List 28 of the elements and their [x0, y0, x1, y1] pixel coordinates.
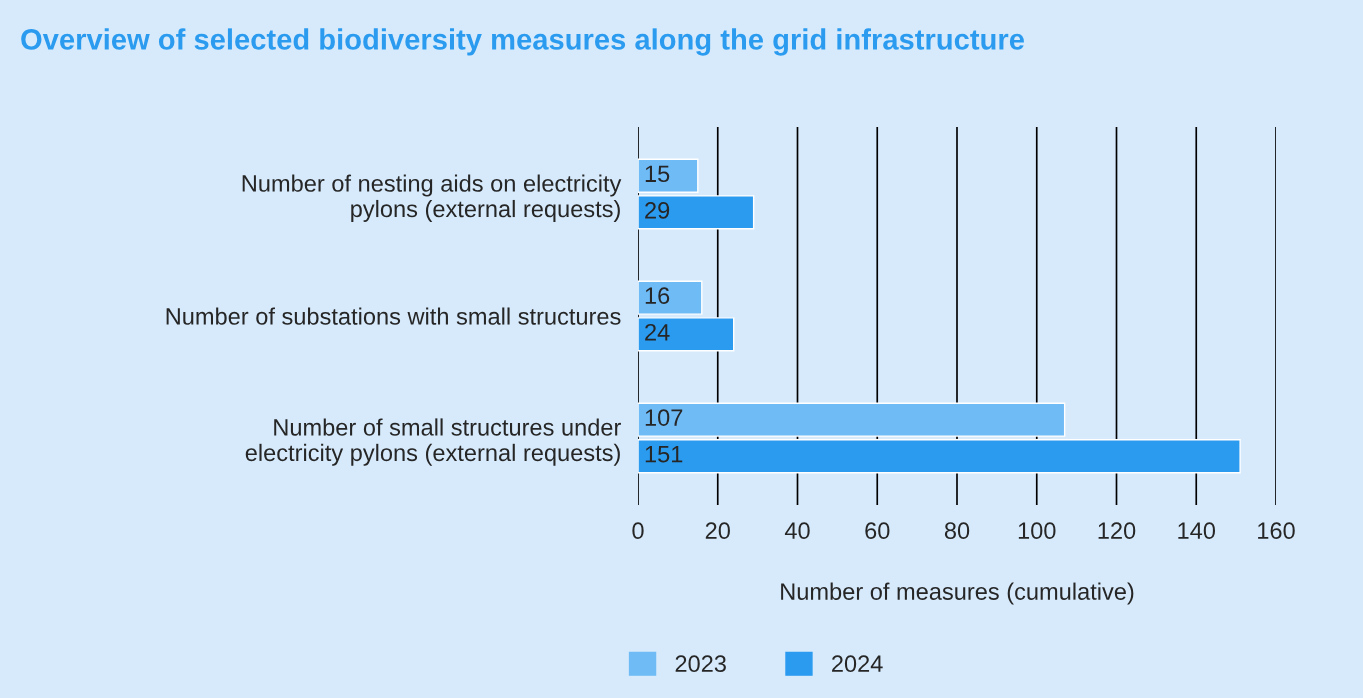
data-label: 29 — [645, 201, 670, 219]
y-tick-label: Number of nesting aids on electricity pylons (external requests) — [242, 174, 622, 222]
x-tick-label: 60 — [865, 522, 890, 540]
x-tick-label: 80 — [944, 522, 970, 540]
x-tick-label: 140 — [1178, 522, 1216, 540]
y-tick-label: Number of substations with small structures — [166, 307, 621, 325]
x-tick-label: 160 — [1258, 522, 1295, 540]
data-label: 15 — [645, 165, 670, 183]
bar — [638, 317, 735, 352]
bar — [638, 402, 1066, 437]
x-tick-label: 20 — [705, 522, 730, 540]
bar — [638, 195, 755, 230]
legend-label: 2023 — [675, 655, 726, 673]
data-label: 107 — [645, 409, 683, 426]
bar — [638, 158, 699, 193]
chart-title: Overview of selected biodiversity measures along the grid infrastructure — [21, 28, 1024, 56]
x-axis-title: Number of measures (cumulative) — [781, 582, 1134, 605]
x-tick-label: 0 — [632, 522, 644, 540]
x-tick-label: 120 — [1098, 522, 1136, 540]
x-tick-label: 100 — [1018, 522, 1056, 540]
x-tick-label: 40 — [784, 522, 810, 540]
y-tick-label: Number of small structures under electricity pylons (external requests) — [245, 418, 621, 466]
data-label: 151 — [645, 446, 683, 463]
bar — [638, 280, 703, 315]
legend-label: 2024 — [832, 655, 883, 673]
data-label: 24 — [645, 323, 670, 341]
data-label: 16 — [645, 287, 670, 305]
bar — [638, 439, 1241, 474]
